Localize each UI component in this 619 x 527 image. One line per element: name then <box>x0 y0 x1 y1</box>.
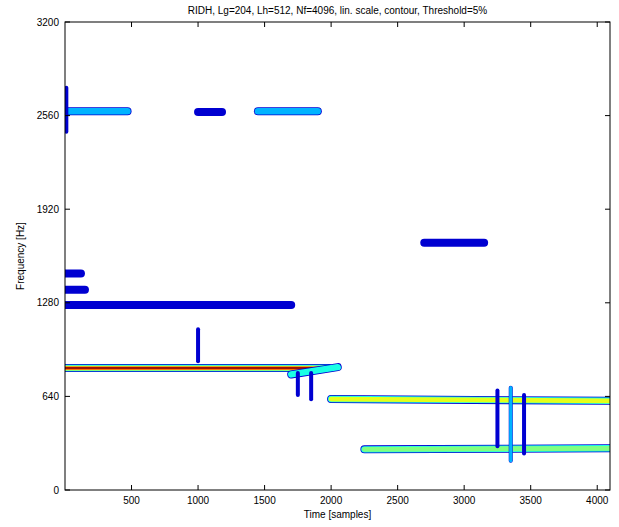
ridge <box>495 391 499 447</box>
ridge-level <box>509 388 512 461</box>
x-tick-label: 500 <box>123 495 140 506</box>
x-tick <box>597 22 598 27</box>
ridge <box>258 107 318 115</box>
y-tick <box>65 22 70 23</box>
x-tick <box>464 22 465 27</box>
x-tick <box>264 485 265 490</box>
y-tick <box>65 396 70 397</box>
ridge-level <box>65 108 128 114</box>
x-tick <box>198 485 199 490</box>
ridge-level <box>364 448 610 449</box>
y-tick <box>605 22 610 23</box>
background <box>0 0 619 527</box>
x-tick <box>397 485 398 490</box>
ridge <box>331 399 610 401</box>
y-tick-label: 1280 <box>37 297 60 308</box>
x-tick-label: 3500 <box>520 495 543 506</box>
y-tick <box>605 302 610 303</box>
x-tick <box>530 485 531 490</box>
x-tick-label: 3000 <box>453 495 476 506</box>
x-tick <box>331 485 332 490</box>
ridge-level <box>331 399 610 401</box>
title: RIDH, Lg=204, Lh=512, Nf=4096, lin. scal… <box>188 5 488 16</box>
x-tick <box>597 485 598 490</box>
frame <box>65 22 610 490</box>
ridge <box>309 373 313 399</box>
ridge <box>296 373 300 395</box>
ridge-level <box>65 367 328 369</box>
y-tick-label: 1920 <box>37 204 60 215</box>
y-tick-label: 2560 <box>37 110 60 121</box>
ridge-level <box>65 366 328 369</box>
y-tick-label: 0 <box>53 485 59 496</box>
y-tick <box>65 115 70 116</box>
ridge <box>65 107 128 115</box>
x-tick-label: 2500 <box>387 495 410 506</box>
y-tick <box>605 490 610 491</box>
ridge <box>424 239 484 247</box>
x-tick <box>131 485 132 490</box>
y-tick <box>65 302 70 303</box>
y-axis-title: Frequency [Hz] <box>15 222 26 290</box>
ridge-level <box>331 399 610 401</box>
chart: 500 1000 1500 2000 2500 3000 3500 4000 0 640 1280 1… <box>0 0 619 527</box>
y-tick <box>605 115 610 116</box>
ridge <box>196 329 200 361</box>
x-tick-label: 1500 <box>253 495 276 506</box>
x-tick <box>264 22 265 27</box>
ridge <box>509 388 513 461</box>
y-tick <box>605 396 610 397</box>
y-tick-label: 3200 <box>37 17 60 28</box>
x-tick-label: 1000 <box>187 495 210 506</box>
ridge <box>65 286 85 294</box>
ridge-level <box>65 365 328 371</box>
ridge <box>522 395 526 454</box>
ridge <box>198 108 222 116</box>
x-tick-label: 2000 <box>320 495 343 506</box>
x-tick <box>397 22 398 27</box>
x-tick <box>131 22 132 27</box>
x-tick-label: 4000 <box>586 495 609 506</box>
x-tick <box>464 485 465 490</box>
ridge-level <box>364 448 610 449</box>
ridge-level <box>65 366 328 371</box>
ridge <box>65 301 291 309</box>
x-tick <box>198 22 199 27</box>
ridge <box>364 448 610 449</box>
x-tick <box>530 22 531 27</box>
ridge <box>65 364 328 372</box>
x-axis-title: Time [samples] <box>304 509 372 520</box>
ridge <box>65 270 81 278</box>
ridge-level <box>258 108 318 114</box>
y-tick <box>65 209 70 210</box>
y-tick-label: 640 <box>42 391 59 402</box>
ridges <box>65 88 610 461</box>
y-tick <box>605 209 610 210</box>
y-tick <box>65 490 70 491</box>
x-tick <box>331 22 332 27</box>
